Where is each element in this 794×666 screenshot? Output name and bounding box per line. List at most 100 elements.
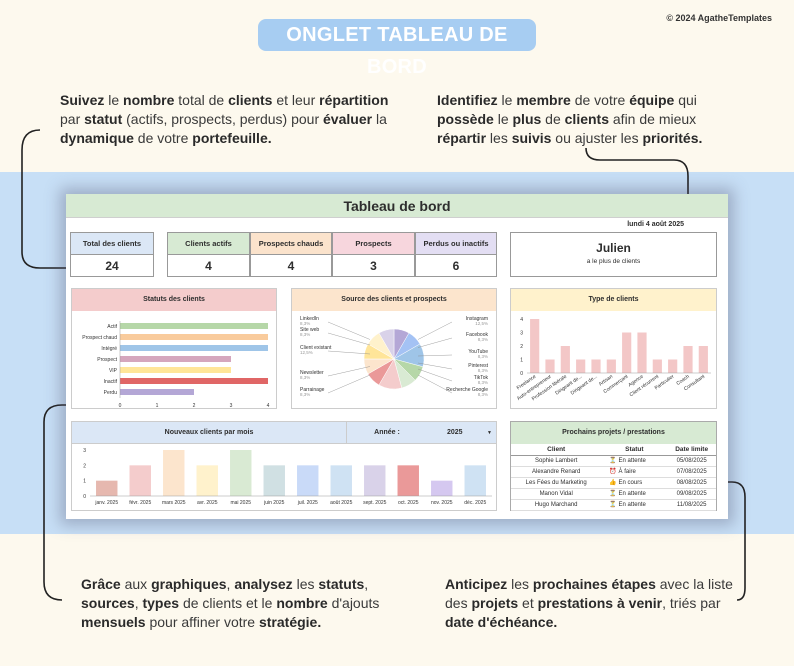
note-text: analysez	[234, 576, 293, 592]
kpi-label: Clients actifs	[168, 233, 249, 255]
x-tick: mars 2025	[162, 500, 186, 506]
pie-pct: 8,3%	[300, 321, 310, 326]
status-label: VIP	[109, 368, 118, 374]
status-label: Prospect	[97, 357, 117, 363]
status-icon: ⏰	[609, 469, 617, 475]
month-bar	[297, 465, 319, 496]
y-tick: 1	[83, 479, 86, 485]
pie-pct: 8,3%	[478, 354, 488, 359]
x-tick: 1	[156, 403, 159, 408]
note-team-member: Identifiez le membre de votre équipe qui…	[437, 91, 737, 148]
month-bar	[230, 450, 252, 496]
type-bar	[530, 319, 540, 373]
month-bar	[397, 465, 419, 496]
leader-line	[417, 368, 453, 382]
y-tick: 3	[83, 448, 86, 454]
leader-line	[417, 337, 453, 348]
note-text: évaluer	[323, 111, 373, 127]
status-bar	[120, 334, 268, 340]
kpi-value: 3	[370, 259, 377, 273]
pie-pct: 8,3%	[478, 380, 488, 385]
x-tick: 4	[267, 403, 270, 408]
leader-line	[327, 321, 371, 340]
panel-title: Prochains projets / prestations	[511, 422, 716, 444]
status-label: Actif	[107, 324, 117, 330]
pie-pct: 12,5%	[300, 350, 313, 355]
deadline: 07/08/2025	[667, 466, 716, 478]
x-tick: oct. 2025	[398, 500, 419, 506]
note-text: dynamique	[60, 130, 134, 146]
note-text: statut	[84, 111, 123, 127]
note-text: clients	[228, 92, 273, 108]
note-projects: Anticipez les prochaines étapes avec la …	[445, 575, 745, 632]
year-select[interactable]: 2025 ▼	[427, 422, 496, 443]
table-row: Manon Vidal ⏳ En attente 09/08/2025	[511, 488, 716, 500]
note-text: d'ajouts	[327, 595, 380, 611]
deadline: 11/08/2025	[667, 499, 716, 511]
status-cell: ⏰ À faire	[601, 466, 668, 478]
client-name: Alexandre Renard	[511, 466, 602, 478]
leader-line	[327, 366, 371, 377]
pie-label: TikTok	[474, 375, 489, 381]
table-row: Alexandre Renard ⏰ À faire 07/08/2025	[511, 466, 716, 478]
note-text: la	[372, 111, 387, 127]
x-tick: déc. 2025	[464, 500, 486, 506]
note-text: , triés par	[662, 595, 721, 611]
pie-label: Facebook	[466, 332, 488, 338]
type-bar	[652, 359, 662, 373]
note-status-tracking: Suivez le nombre total de clients et leu…	[60, 91, 395, 148]
status-chart-panel: Statuts des clients Actif Prospect chaud I…	[71, 288, 277, 409]
status-text: En cours	[618, 480, 643, 486]
leader-line	[327, 332, 371, 346]
leader-line	[417, 362, 453, 370]
source-chart-panel: Source des clients et prospects LinkedIn…	[291, 288, 497, 409]
pie-label: Pinterest	[468, 363, 488, 369]
note-text: suivis	[511, 130, 552, 146]
client-name: Hugo Marchand	[511, 499, 602, 511]
panel-title: Nouveaux clients par mois	[72, 422, 347, 443]
note-text: Grâce	[81, 576, 121, 592]
dashboard-sheet: Tableau de bord lundi 4 août 2025 Total …	[66, 194, 728, 519]
col-deadline: Date limite	[667, 444, 716, 456]
arrow-to-charts	[43, 399, 86, 601]
kpi-label: Prospects chauds	[251, 233, 331, 255]
type-bar	[591, 359, 601, 373]
status-bar	[120, 323, 268, 329]
panel-title: Source des clients et prospects	[292, 289, 496, 311]
kpi-value: 6	[452, 259, 460, 273]
y-tick: 0	[520, 371, 523, 377]
x-tick: 2	[193, 403, 196, 408]
status-text: En attente	[618, 458, 646, 464]
note-text: stratégie.	[258, 614, 322, 630]
note-text: avec la liste des	[445, 576, 733, 611]
status-icon: ⏳	[609, 458, 617, 464]
note-text: ,	[364, 576, 369, 592]
month-bar	[364, 465, 386, 496]
kpi-hot-prospects: Prospects chauds 4	[250, 232, 332, 277]
y-tick: 2	[83, 463, 86, 469]
note-text: date d'échéance.	[445, 614, 558, 630]
status-cell: 👍 En cours	[601, 477, 668, 489]
note-text: types	[142, 595, 180, 611]
x-tick: nov. 2025	[431, 500, 453, 506]
deadline: 05/08/2025	[667, 455, 716, 467]
note-text: le	[493, 111, 513, 127]
status-bar	[120, 378, 268, 384]
note-text: de	[541, 111, 565, 127]
status-bar	[120, 389, 194, 395]
month-bar	[464, 465, 486, 496]
status-text: À faire	[618, 469, 636, 475]
leader-line	[327, 350, 371, 355]
note-text: nombre	[276, 595, 328, 611]
leader-line	[417, 374, 453, 394]
month-bar	[129, 465, 151, 496]
status-label: Inactif	[104, 379, 118, 385]
type-bar	[545, 359, 555, 373]
note-text: plus	[512, 111, 542, 127]
deadline: 09/08/2025	[667, 488, 716, 500]
x-tick: mai 2025	[230, 500, 251, 506]
note-text: possède	[437, 111, 494, 127]
table-row: Sophie Lambert ⏳ En attente 05/08/2025	[511, 455, 716, 467]
pie-label: Instagram	[466, 316, 488, 322]
